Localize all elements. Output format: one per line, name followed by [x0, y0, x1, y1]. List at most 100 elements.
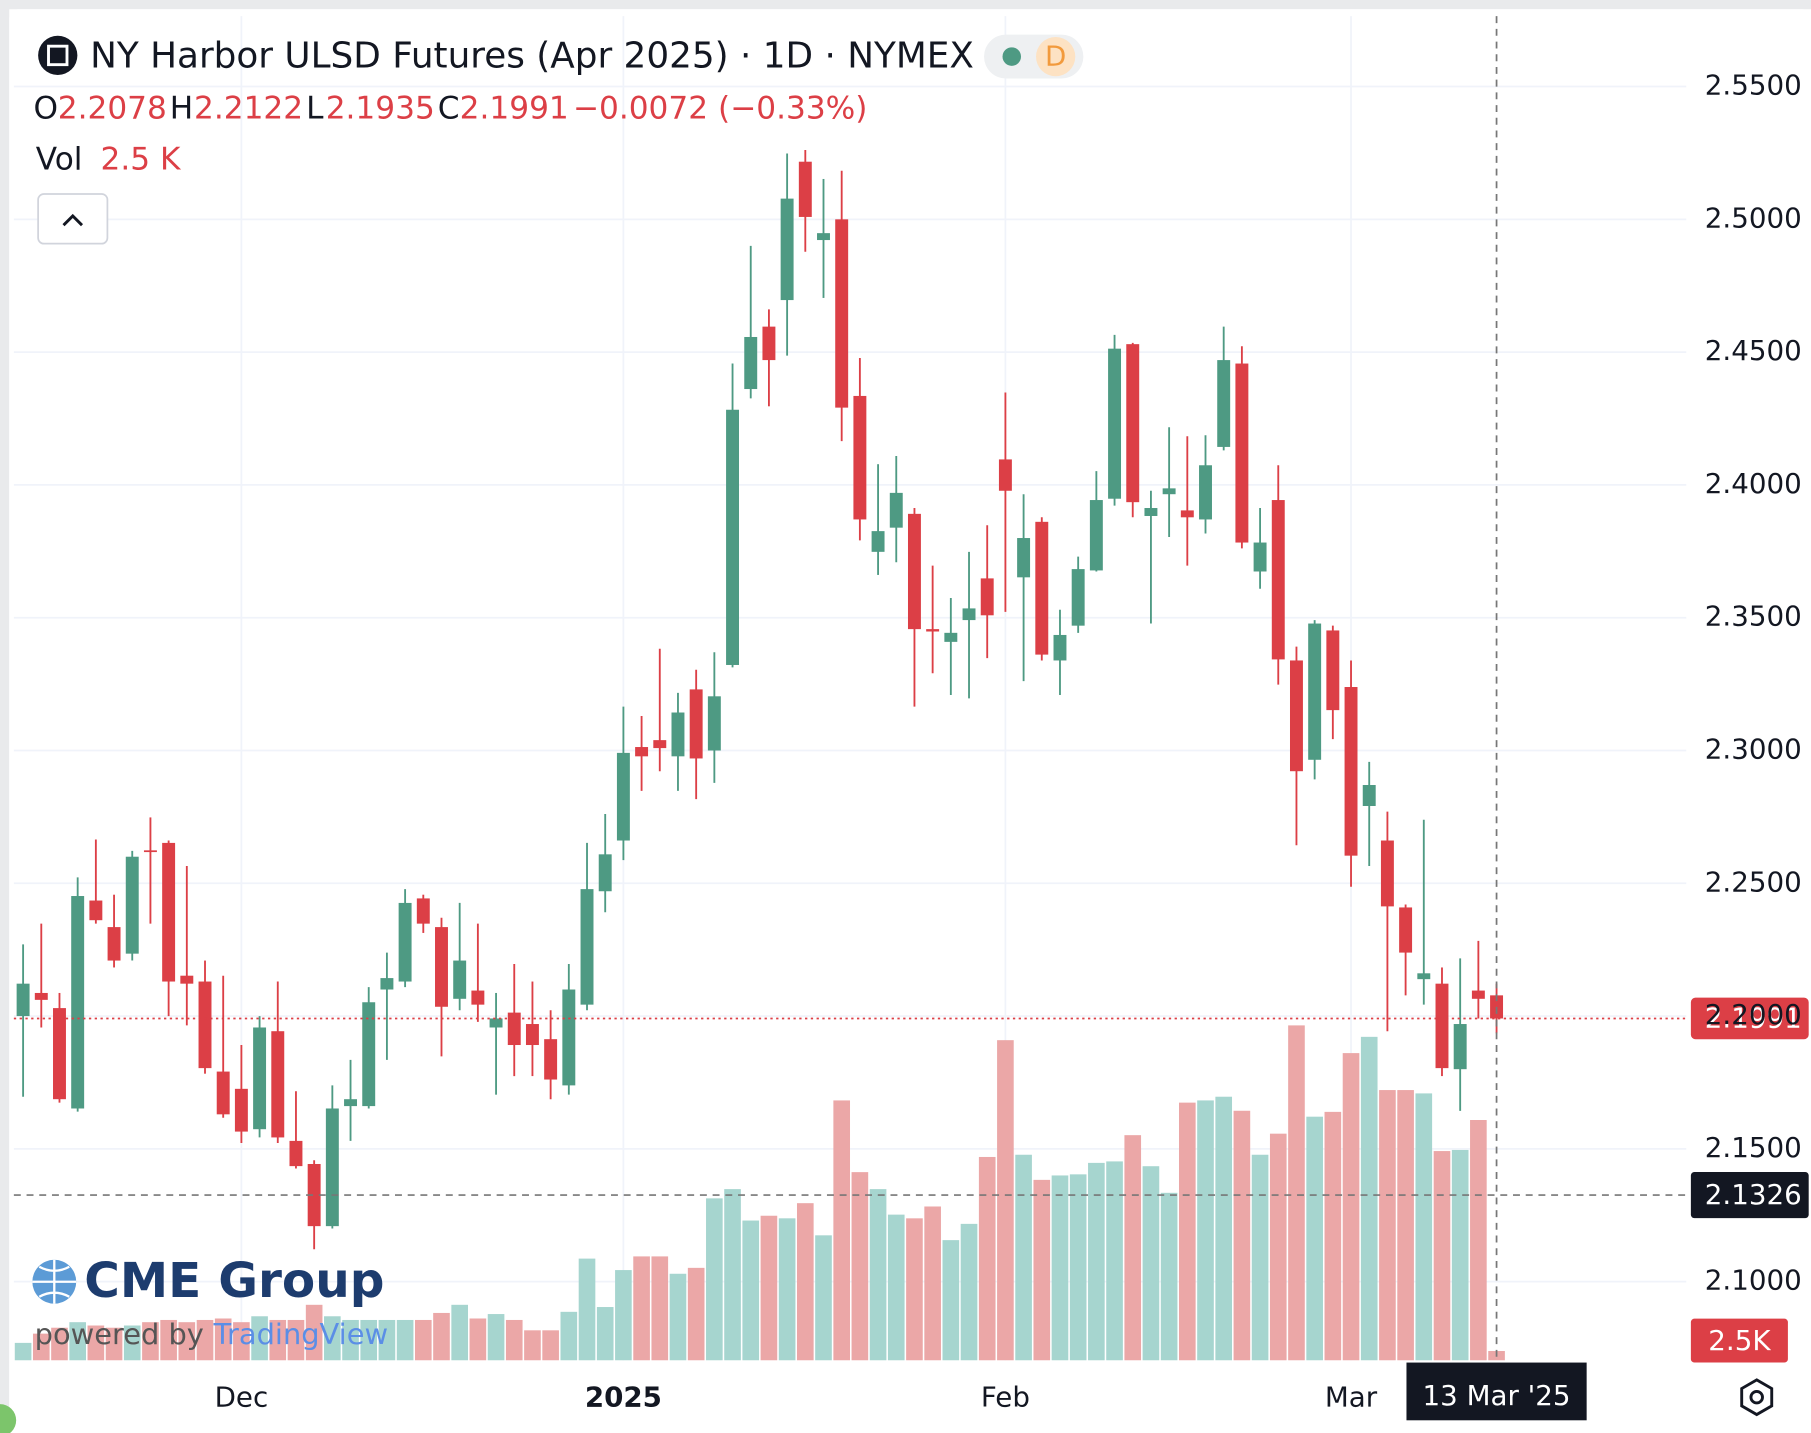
volume-bar — [105, 1327, 123, 1361]
candle-body — [362, 1002, 376, 1107]
volume-bar — [742, 1220, 760, 1361]
candle-body — [180, 975, 194, 984]
brand: CME Group — [84, 1253, 384, 1309]
candle-body — [889, 492, 903, 528]
y-tick-label: 2.2000 — [1705, 998, 1802, 1031]
ohlc-value: 2.1991 — [460, 91, 569, 127]
x-tick-label: Dec — [215, 1380, 269, 1413]
candle-layer — [16, 150, 1504, 1250]
candle-body — [1344, 687, 1358, 856]
delay-badge — [1036, 36, 1076, 77]
y-tick-label: 2.3000 — [1705, 732, 1802, 765]
volume-bar — [1033, 1179, 1051, 1361]
volume-bar — [1288, 1025, 1305, 1361]
candle-body — [89, 900, 103, 921]
candle-body — [1162, 488, 1176, 495]
left-frame — [0, 0, 10, 1433]
candle-body — [944, 632, 958, 642]
candle-body — [798, 161, 812, 217]
top-frame — [0, 0, 1811, 10]
overlay: 2.1991 2.1326 13 Mar '25 2.5K — [13, 16, 1809, 1421]
y-tick-label: 2.3500 — [1705, 600, 1802, 633]
candle-body — [962, 608, 976, 621]
settings-icon[interactable] — [1740, 1378, 1774, 1417]
volume-bar — [324, 1316, 341, 1361]
candle-body — [907, 513, 921, 630]
volume-bar — [305, 1304, 323, 1361]
collapse-chevron — [62, 213, 84, 227]
volume-bar — [87, 1325, 105, 1361]
volume-bar — [178, 1322, 196, 1361]
candle-body — [1253, 542, 1267, 572]
crosshair-time-label: 13 Mar '25 — [1423, 1379, 1571, 1412]
panel — [9, 9, 1811, 1433]
candle-body — [817, 233, 830, 241]
x-tick-label: 2025 — [585, 1380, 662, 1413]
volume-bar — [1397, 1090, 1414, 1361]
candle-body — [507, 1012, 521, 1046]
last-price-label: 2.1991 — [1705, 1002, 1802, 1035]
volume-bar — [978, 1156, 996, 1361]
volume-bar — [487, 1314, 505, 1361]
candle-body — [1089, 500, 1103, 571]
candle-body — [525, 1024, 539, 1046]
volume-tag — [1690, 1318, 1788, 1363]
volume-bar — [833, 1100, 851, 1361]
candle-body — [616, 752, 630, 841]
volume-bar — [123, 1325, 141, 1361]
candle-body — [726, 409, 740, 665]
candle-body — [453, 960, 467, 999]
volume-bar — [1470, 1120, 1487, 1361]
candle-body — [162, 842, 176, 982]
volume-bar — [887, 1214, 905, 1361]
volume-bar — [1069, 1174, 1087, 1361]
volume-bar — [505, 1319, 523, 1361]
candle-body — [34, 992, 48, 1000]
volume-bar — [287, 1319, 305, 1361]
volume-bar — [160, 1319, 177, 1361]
candle-body — [143, 850, 157, 853]
candle-body — [1144, 508, 1158, 516]
y-tick-label: 2.4500 — [1705, 334, 1802, 367]
candle-body — [53, 1008, 66, 1100]
volume-bar — [869, 1189, 887, 1361]
volume-bar — [687, 1267, 705, 1361]
volume-bar — [469, 1318, 487, 1361]
volume-bar — [615, 1270, 632, 1361]
candle-body — [489, 1018, 503, 1028]
collapse-button[interactable] — [37, 193, 109, 245]
volume-bar — [560, 1311, 578, 1361]
grid — [13, 16, 1687, 1361]
last-price-tag — [1690, 997, 1809, 1040]
ohlc-value: 2.2122 — [194, 91, 303, 127]
volume-bar — [1251, 1154, 1269, 1361]
candle-body — [253, 1027, 267, 1130]
volume-legend-value: 2.5 K — [100, 142, 181, 178]
volume-bar — [1451, 1149, 1469, 1361]
change: −0.0072 (−0.33%) — [573, 91, 868, 127]
volume-bar — [997, 1040, 1014, 1361]
y-tick-label: 2.5000 — [1705, 201, 1802, 234]
candle-body — [325, 1108, 339, 1227]
corner-badge — [0, 1404, 17, 1433]
candle-body — [1326, 630, 1340, 711]
volume-bar — [542, 1330, 559, 1361]
candle-body — [1035, 521, 1049, 655]
volume-bar — [796, 1203, 814, 1361]
volume-bar — [1269, 1133, 1287, 1361]
candle-body — [1380, 840, 1394, 907]
chart-title: NY Harbor ULSD Futures (Apr 2025) · 1D ·… — [90, 36, 974, 77]
candle-body — [744, 336, 758, 390]
crosshair-price-label: 2.1326 — [1705, 1178, 1802, 1211]
candle-body — [1490, 995, 1504, 1019]
candle-body — [71, 896, 85, 1109]
volume-bar — [724, 1189, 741, 1361]
candle-body — [1235, 363, 1249, 543]
volume-bar — [1306, 1116, 1323, 1361]
volume-bar — [396, 1319, 414, 1361]
volume-layer — [14, 1025, 1505, 1361]
volume-bar — [651, 1256, 669, 1361]
volume-bar — [1324, 1111, 1342, 1361]
